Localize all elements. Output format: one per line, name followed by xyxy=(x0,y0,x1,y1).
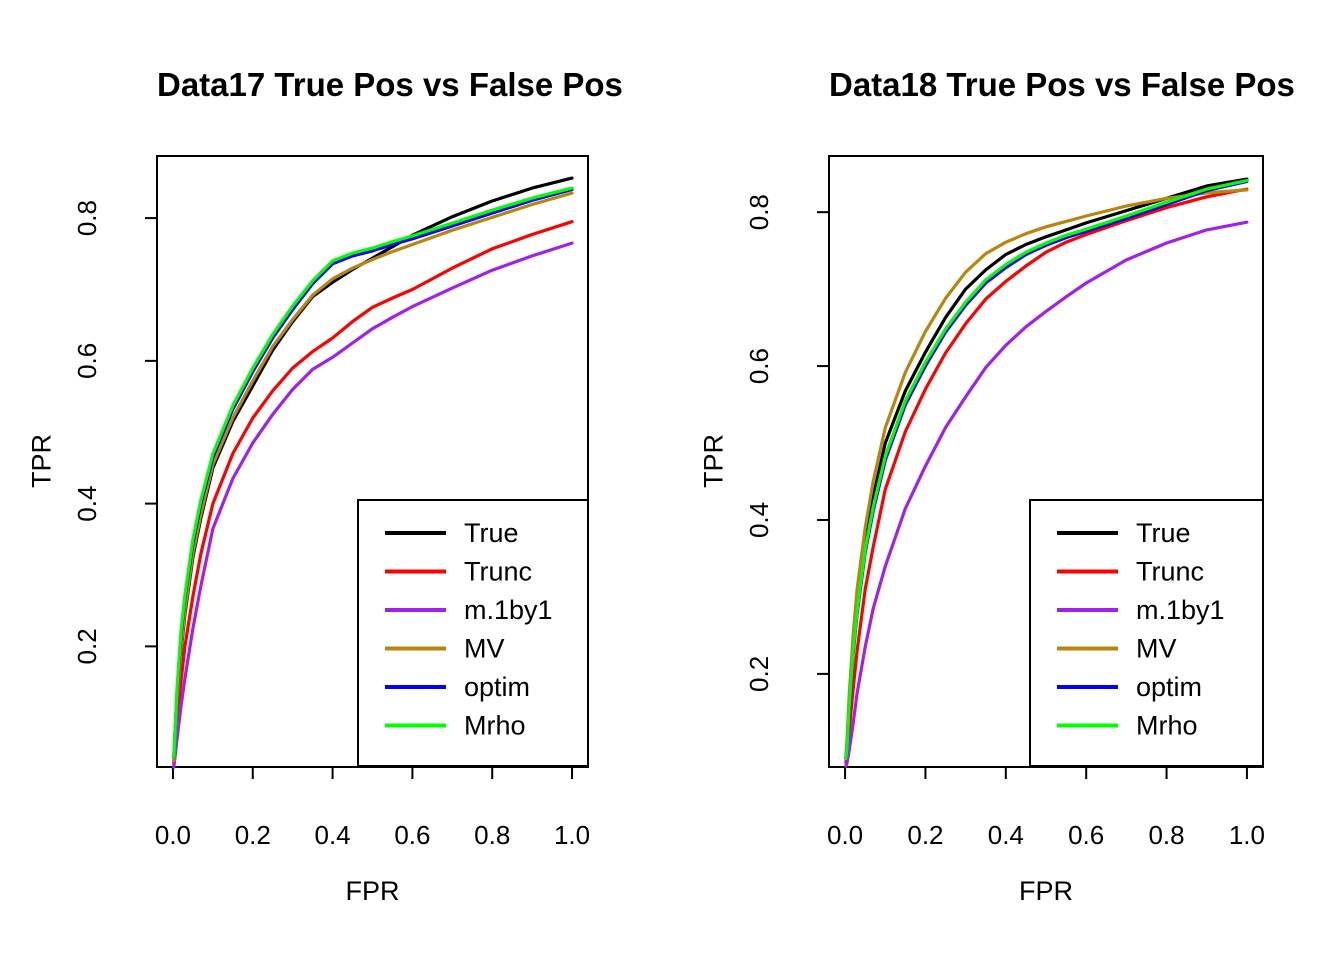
series-Mrho-curve xyxy=(172,186,574,759)
x-tick-label: 0.6 xyxy=(394,820,430,850)
roc-plot-data17: 0.0 0.2 0.4 0.6 0.8 1.0 0.2 0.4 0.6 0.8 True Trunc m… xyxy=(72,155,590,850)
legend-label-optim: optim xyxy=(1136,672,1202,702)
x-axis-label-data18: FPR xyxy=(1019,876,1073,906)
legend-label-MV: MV xyxy=(1136,634,1177,664)
series-Mrho-curve xyxy=(844,179,1249,761)
legend-label-Trunc: Trunc xyxy=(1136,557,1204,587)
x-tick-label: 0.0 xyxy=(155,820,191,850)
plot-title-data17: Data17 True Pos vs False Pos xyxy=(157,66,623,103)
x-tick-label: 0.8 xyxy=(1148,820,1184,850)
x-tick-label: 0.2 xyxy=(235,820,271,850)
legend-label-Mrho: Mrho xyxy=(464,711,526,741)
series-m.1by1-curve xyxy=(844,220,1249,768)
y-tick-label: 0.2 xyxy=(72,628,102,664)
legend-label-optim: optim xyxy=(464,672,530,702)
legend-label-Mrho: Mrho xyxy=(1136,711,1198,741)
legend-label-Trunc: Trunc xyxy=(464,557,532,587)
x-tick-label: 0.4 xyxy=(988,820,1024,850)
y-tick-label: 0.4 xyxy=(72,486,102,522)
plot-title-data18: Data18 True Pos vs False Pos xyxy=(829,66,1295,103)
x-axis-label-data17: FPR xyxy=(345,876,400,906)
x-tick-label: 0.4 xyxy=(315,820,351,850)
legend-label-m.1by1: m.1by1 xyxy=(1136,595,1225,625)
x-tick-label: 0.0 xyxy=(827,820,863,850)
x-tick-label: 0.8 xyxy=(474,820,510,850)
x-tick-label: 0.6 xyxy=(1068,820,1104,850)
y-tick-label: 0.8 xyxy=(744,194,774,230)
x-tick-label: 1.0 xyxy=(1229,820,1265,850)
y-tick-label: 0.2 xyxy=(744,656,774,692)
legend-label-True: True xyxy=(1136,518,1191,548)
legend-label-True: True xyxy=(464,518,519,548)
series-Trunc-curve xyxy=(844,187,1249,765)
y-tick-label: 0.6 xyxy=(72,343,102,379)
series-MV-curve xyxy=(844,188,1249,761)
series-Trunc-curve xyxy=(172,220,574,766)
roc-plot-data18: 0.0 0.2 0.4 0.6 0.8 1.0 0.2 0.4 0.6 0.8 True Trunc m… xyxy=(744,155,1265,850)
y-axis-label-data17: TPR xyxy=(26,434,57,488)
y-tick-label: 0.4 xyxy=(744,502,774,538)
y-axis-label-data18: TPR xyxy=(698,434,729,488)
legend-label-MV: MV xyxy=(464,634,505,664)
legend-box xyxy=(357,499,589,767)
series-m.1by1-curve xyxy=(172,241,574,769)
x-tick-label: 1.0 xyxy=(554,820,590,850)
legend-label-m.1by1: m.1by1 xyxy=(464,595,553,625)
y-tick-label: 0.8 xyxy=(72,200,102,236)
y-tick-label: 0.6 xyxy=(744,348,774,384)
x-tick-label: 0.2 xyxy=(907,820,943,850)
legend-box xyxy=(1029,499,1264,767)
